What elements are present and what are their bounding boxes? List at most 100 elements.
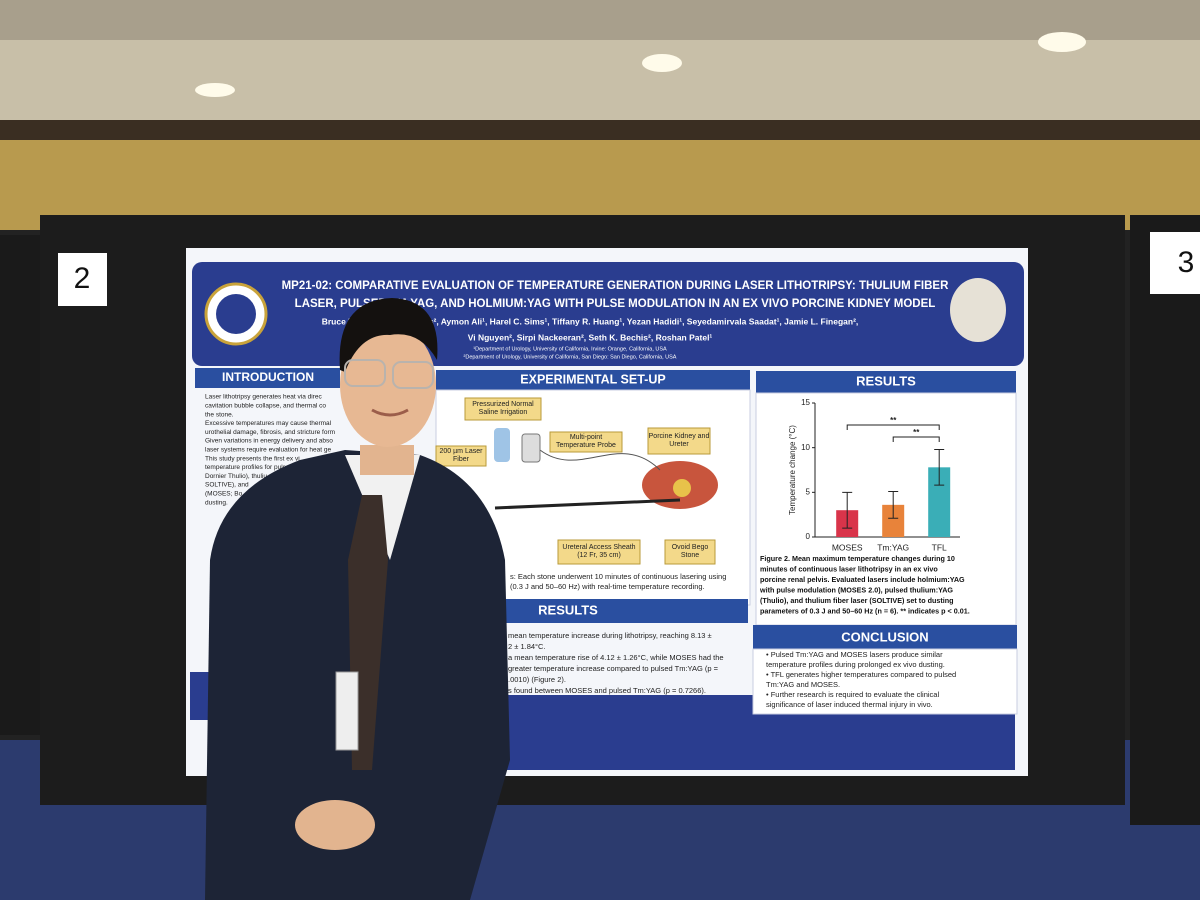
error-bar: [934, 448, 945, 486]
setup-label-holder: Porcine Kidney and Ureter: [648, 433, 710, 448]
text-line: Given variations in energy delivery and …: [205, 438, 333, 445]
board-left: [0, 235, 45, 735]
booth-number: 3: [1178, 246, 1195, 279]
hair: [339, 298, 438, 372]
setup-label-holder: Multi-point Temperature Probe: [556, 434, 616, 449]
text-line: (0.3 J and 50–60 Hz) with real-time temp…: [510, 582, 705, 591]
setup-label-box: [557, 539, 641, 565]
text-line: Laser lithotripsy generates heat via dir…: [205, 394, 322, 401]
probe-wire: [539, 449, 661, 471]
significance-bracket: [846, 424, 940, 430]
error-bar: [888, 490, 899, 519]
text-line: s found between MOSES and pulsed Tm:YAG …: [508, 686, 706, 695]
setup-label-box: [435, 445, 487, 467]
text-line: • Further research is required to evalua…: [766, 690, 939, 699]
text-line: ²Department of Urology, University of Ca…: [464, 354, 677, 360]
setup-label: 200 µm Laser Fiber: [439, 448, 483, 463]
section-header: [436, 370, 750, 390]
text-line: Dornier Thulio), thuliu: [205, 473, 267, 480]
setup-label-holder: Ureteral Access Sheath (12 Fr, 35 cm): [562, 544, 636, 559]
text-line: Figure 2. Mean maximum temperature chang…: [760, 554, 955, 563]
conclusion-panel: [752, 648, 1018, 715]
text-line: • TFL generates higher temperatures comp…: [766, 670, 956, 679]
text-line: Bruce M. Gao¹, Ty… …ffiths², Aymon Ali¹,…: [322, 316, 859, 326]
text-line: LASER, PULSED TM:YAG, AND HOLMIUM:YAG WI…: [295, 298, 936, 310]
setup-label-holder: 200 µm Laser Fiber: [439, 448, 483, 463]
wall-trim: [0, 120, 1200, 140]
text-line: MP21-02: COMPARATIVE EVALUATION OF TEMPE…: [282, 280, 949, 292]
setup-label-holder: Ovoid Bego Stone: [671, 544, 709, 559]
bar: [928, 467, 951, 537]
text-line: dusting.: [205, 499, 228, 506]
significance-label: **: [913, 428, 920, 437]
seal-center: [216, 294, 256, 334]
text-line: significance of laser induced thermal in…: [766, 700, 933, 709]
y-tick-label: 0: [806, 532, 811, 541]
text-line: temperature profiles during prolonged ex…: [766, 660, 945, 669]
booth-number: 2: [74, 262, 91, 295]
text-line: (MOSES; Bo: [205, 491, 243, 498]
hands: [295, 800, 375, 850]
text-line: laser systems require evaluation for hea…: [205, 447, 331, 454]
generated-content: MP21-02: COMPARATIVE EVALUATION OF TEMPE…: [205, 280, 970, 709]
setup-label: Ureteral Access Sheath (12 Fr, 35 cm): [562, 544, 636, 559]
setup-label: Porcine Kidney and Ureter: [648, 433, 710, 448]
setup-label: Multi-point Temperature Probe: [556, 434, 616, 449]
y-tick-label: 5: [806, 487, 811, 496]
significance-label: **: [890, 416, 897, 425]
y-axis-label: Temperature change (°C): [788, 425, 797, 515]
ceiling-trim: [0, 0, 1200, 40]
text-line: This study presents the first ex vi: [205, 455, 300, 462]
setup-label: Ovoid Bego Stone: [671, 544, 709, 559]
setup-label-box: [549, 431, 623, 453]
text-line: a mean temperature rise of 4.12 ± 1.26°C…: [508, 653, 724, 662]
section-heading: RESULTS: [538, 602, 598, 617]
probe-device: [521, 433, 541, 463]
text-line: urothelial damage, fibrosis, and strictu…: [205, 429, 335, 436]
booth-card: [58, 253, 107, 306]
text-line: cavitation bubble collapse, and thermal …: [205, 403, 326, 410]
section-header: [753, 625, 1017, 649]
section-heading: INTRODUCTION: [222, 370, 314, 384]
text-line: (Thulio), and thulium fiber laser (SOLTI…: [760, 596, 954, 605]
text-line: Tm:YAG and MOSES.: [766, 680, 840, 689]
text-line: porcine renal pelvis. Evaluated lasers i…: [760, 575, 965, 584]
text-line: with pulse modulation (MOSES 2.0), pulse…: [759, 585, 953, 594]
significance-bracket: [892, 436, 940, 442]
text-line: parameters of 0.3 J and 50–60 Hz (n = 6)…: [760, 606, 970, 615]
text-line: the stone.: [205, 411, 234, 418]
y-tick-label: 10: [801, 443, 810, 452]
setup-label-box: [664, 539, 716, 565]
text-line: greater temperature increase compared to…: [508, 664, 719, 673]
saline-bag: [494, 428, 510, 462]
neck: [360, 445, 414, 475]
smile: [371, 408, 409, 417]
text-line: ¹Department of Urology, University of Ca…: [473, 346, 667, 352]
setup-label: Pressurized Normal Saline Irrigation: [472, 401, 534, 416]
text-line: Excessive temperatures may cause thermal: [205, 420, 332, 427]
stone: [673, 479, 691, 497]
section-heading: CONCLUSION: [841, 629, 928, 644]
text-line: Vi Nguyen², Sirpi Nackeeran², Seth K. Be…: [468, 332, 713, 342]
y-tick-label: 15: [801, 398, 810, 407]
bar: [882, 504, 905, 537]
face: [340, 323, 436, 447]
text-line: SOLTIVE), and: [205, 482, 249, 489]
setup-label-box: [647, 427, 711, 455]
text-line: .0010) (Figure 2).: [508, 675, 566, 684]
board-right: [1130, 215, 1200, 825]
section-header: [756, 371, 1016, 393]
glasses: [392, 361, 434, 389]
text-line: minutes of continuous laser lithotripsy …: [760, 564, 938, 573]
text-line: • Pulsed Tm:YAG and MOSES lasers produce…: [766, 650, 943, 659]
badge: [335, 671, 359, 751]
x-tick-label: MOSES: [832, 542, 863, 552]
setup-label-holder: Pressurized Normal Saline Irrigation: [472, 401, 534, 416]
section-heading: RESULTS: [856, 373, 916, 388]
ceiling-light: [195, 83, 235, 97]
text-line: temperature profiles for pulsed: [205, 464, 294, 471]
laser-fiber: [494, 498, 681, 510]
text-line: s: Each stone underwent 10 minutes of co…: [510, 572, 726, 581]
section-header: [195, 368, 340, 388]
